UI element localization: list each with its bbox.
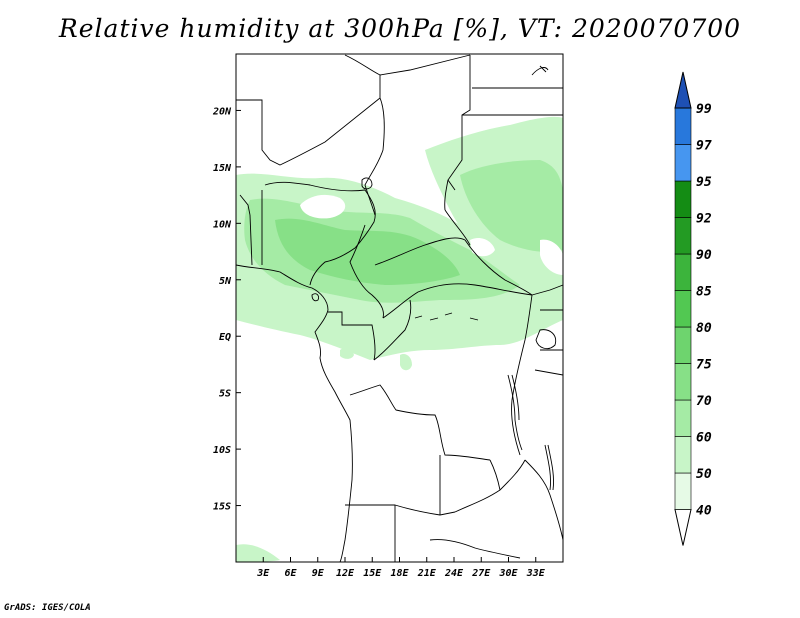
x-tick-label: 9E (312, 568, 325, 579)
border-north-3 (444, 55, 471, 211)
x-tick-label: 18E (390, 568, 409, 579)
colorbar-segment (674, 436, 692, 474)
lake-victoria (535, 329, 557, 350)
border-angola-zambia (439, 455, 501, 515)
coastline-west (235, 264, 353, 563)
border-nigeria (264, 181, 376, 286)
border-drc-east (511, 294, 533, 456)
colorbar-label: 85 (696, 285, 712, 300)
y-tick-label: 10S (213, 445, 231, 456)
x-tick-label: 6E (284, 568, 297, 579)
colorbar-segment (674, 290, 692, 328)
colorbar-segment (674, 144, 692, 182)
border-niger-chad (364, 97, 385, 216)
colorbar-label: 95 (696, 175, 712, 190)
border-south-sudan (531, 284, 564, 296)
x-tick-label: 3E (256, 568, 270, 579)
island-bioko (311, 293, 319, 302)
y-tick-label: 5S (219, 389, 231, 400)
x-tick-label: 27E (471, 568, 491, 579)
lake-chad (361, 177, 373, 190)
colorbar-label: 50 (696, 467, 712, 482)
border-north-2 (379, 54, 471, 76)
colorbar-label: 80 (696, 321, 712, 336)
humidity-fill-layer (236, 116, 563, 562)
lake-tanganyika (507, 374, 523, 451)
colorbar: 40 50 60 70 75 80 85 90 92 95 97 99 (674, 71, 712, 546)
y-tick-label: 20N (212, 106, 232, 117)
dry-gap-2 (470, 238, 495, 257)
credit-label: GrADS: IGES/COLA (4, 603, 91, 613)
dry-gap-3 (540, 239, 563, 275)
x-axis-ticks: 3E 6E 9E 12E 15E 18E 21E 24E 27E 30E 33E (256, 557, 546, 579)
colorbar-over-triangle (674, 71, 692, 109)
border-east-africa (534, 309, 564, 376)
humidity-area-northeast-core (460, 160, 563, 252)
y-tick-label: 15N (213, 163, 232, 174)
y-tick-label: 15S (213, 502, 231, 513)
colorbar-label: 97 (696, 139, 712, 154)
border-zambia (454, 459, 526, 513)
x-tick-label: 33E (526, 568, 546, 579)
y-tick-label: 5N (219, 276, 232, 287)
border-car-drc (382, 283, 533, 319)
colorbar-segment (674, 180, 692, 218)
x-tick-label: 21E (417, 568, 437, 579)
border-benin-togo (249, 190, 263, 266)
colorbar-label: 99 (696, 102, 712, 117)
river-congo-islands (414, 312, 479, 321)
colorbar-segment (674, 399, 692, 437)
border-botswana (429, 539, 521, 559)
y-axis-ticks: 20N 15N 10N 5N EQ 5S 10S 15S (212, 106, 241, 513)
colorbar-segment (674, 472, 692, 510)
y-tick-label: EQ (219, 332, 231, 343)
x-tick-label: 15E (363, 568, 382, 579)
border-drc-angola (349, 384, 491, 461)
dry-gap-1 (300, 194, 346, 219)
border-car (374, 237, 533, 296)
colorbar-segment (674, 217, 692, 255)
border-cameroon (349, 224, 384, 319)
colorbar-label: 60 (696, 431, 712, 446)
colorbar-label: 90 (696, 248, 712, 263)
humidity-area-sahel-peak (275, 218, 460, 285)
colorbar-segment (674, 253, 692, 291)
border-mozambique (524, 459, 564, 541)
humidity-patch-2 (340, 347, 354, 359)
map-title: Relative humidity at 300hPa [%], VT: 202… (58, 14, 742, 43)
border-angola-namibia (345, 504, 456, 516)
country-borders (235, 54, 564, 563)
colorbar-segment (674, 107, 692, 145)
humidity-patch-1 (400, 354, 412, 371)
lake-malawi (544, 444, 554, 491)
x-tick-label: 24E (444, 568, 464, 579)
colorbar-label: 75 (696, 358, 712, 373)
colorbar-label: 70 (696, 394, 712, 409)
colorbar-label: 40 (696, 504, 712, 519)
colorbar-segment (674, 326, 692, 364)
x-tick-label: 12E (336, 568, 355, 579)
island-northeast (531, 65, 549, 76)
border-north-1 (236, 54, 381, 166)
y-tick-label: 10N (213, 219, 232, 230)
border-ghana (239, 194, 251, 216)
colorbar-under-triangle (674, 509, 692, 546)
border-chad-sudan (444, 179, 471, 246)
colorbar-label: 92 (696, 212, 712, 227)
x-tick-label: 30E (498, 568, 518, 579)
humidity-area-southwest (236, 544, 280, 562)
border-gabon (328, 311, 376, 361)
border-congo (373, 299, 412, 361)
colorbar-segment (674, 363, 692, 401)
